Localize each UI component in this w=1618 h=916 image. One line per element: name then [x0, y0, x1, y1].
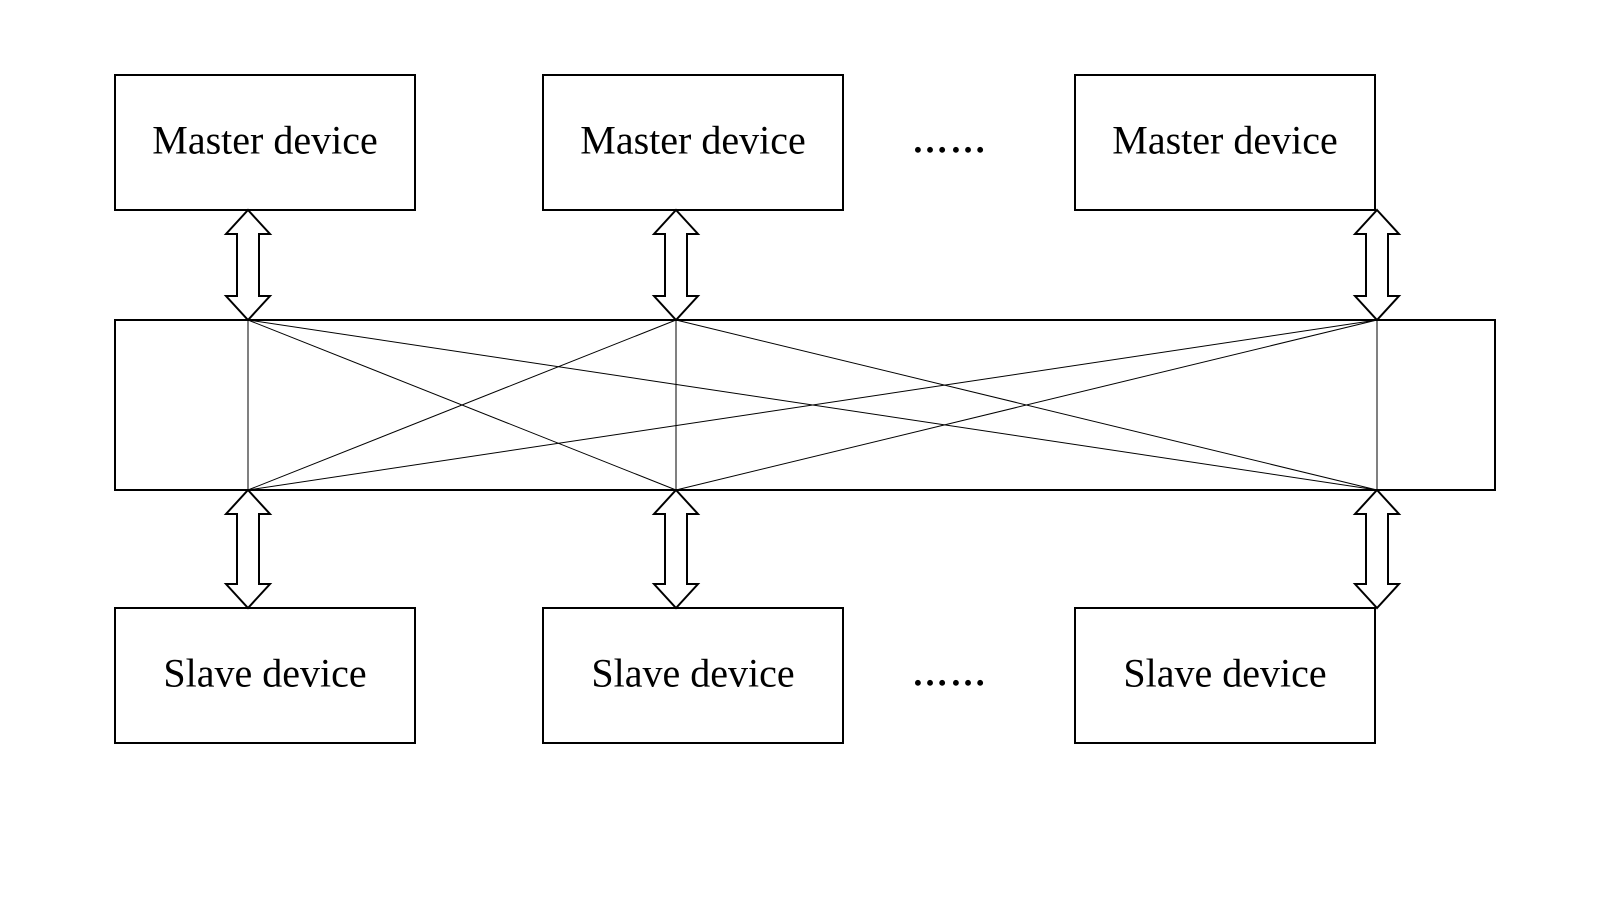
ellipsis-ell-top: ……: [912, 120, 988, 160]
master-bus-arrow-1: [226, 210, 270, 320]
slave-bus-arrow-1: [226, 490, 270, 608]
master-device-box-2-label: Master device: [580, 118, 805, 163]
interconnect-bus: [115, 320, 1495, 490]
slave-bus-arrow-3: [1355, 490, 1399, 608]
slave-device-box-1-label: Slave device: [163, 651, 366, 696]
master-bus-arrow-2: [654, 210, 698, 320]
slave-device-box-3-label: Slave device: [1123, 651, 1326, 696]
ellipsis-ell-bottom: ……: [912, 653, 988, 693]
master-device-box-3-label: Master device: [1112, 118, 1337, 163]
master-device-box-1-label: Master device: [152, 118, 377, 163]
slave-bus-arrow-2: [654, 490, 698, 608]
slave-device-box-2-label: Slave device: [591, 651, 794, 696]
master-bus-arrow-3: [1355, 210, 1399, 320]
bus-topology-diagram: Master device Master device Master device S…: [0, 0, 1618, 916]
